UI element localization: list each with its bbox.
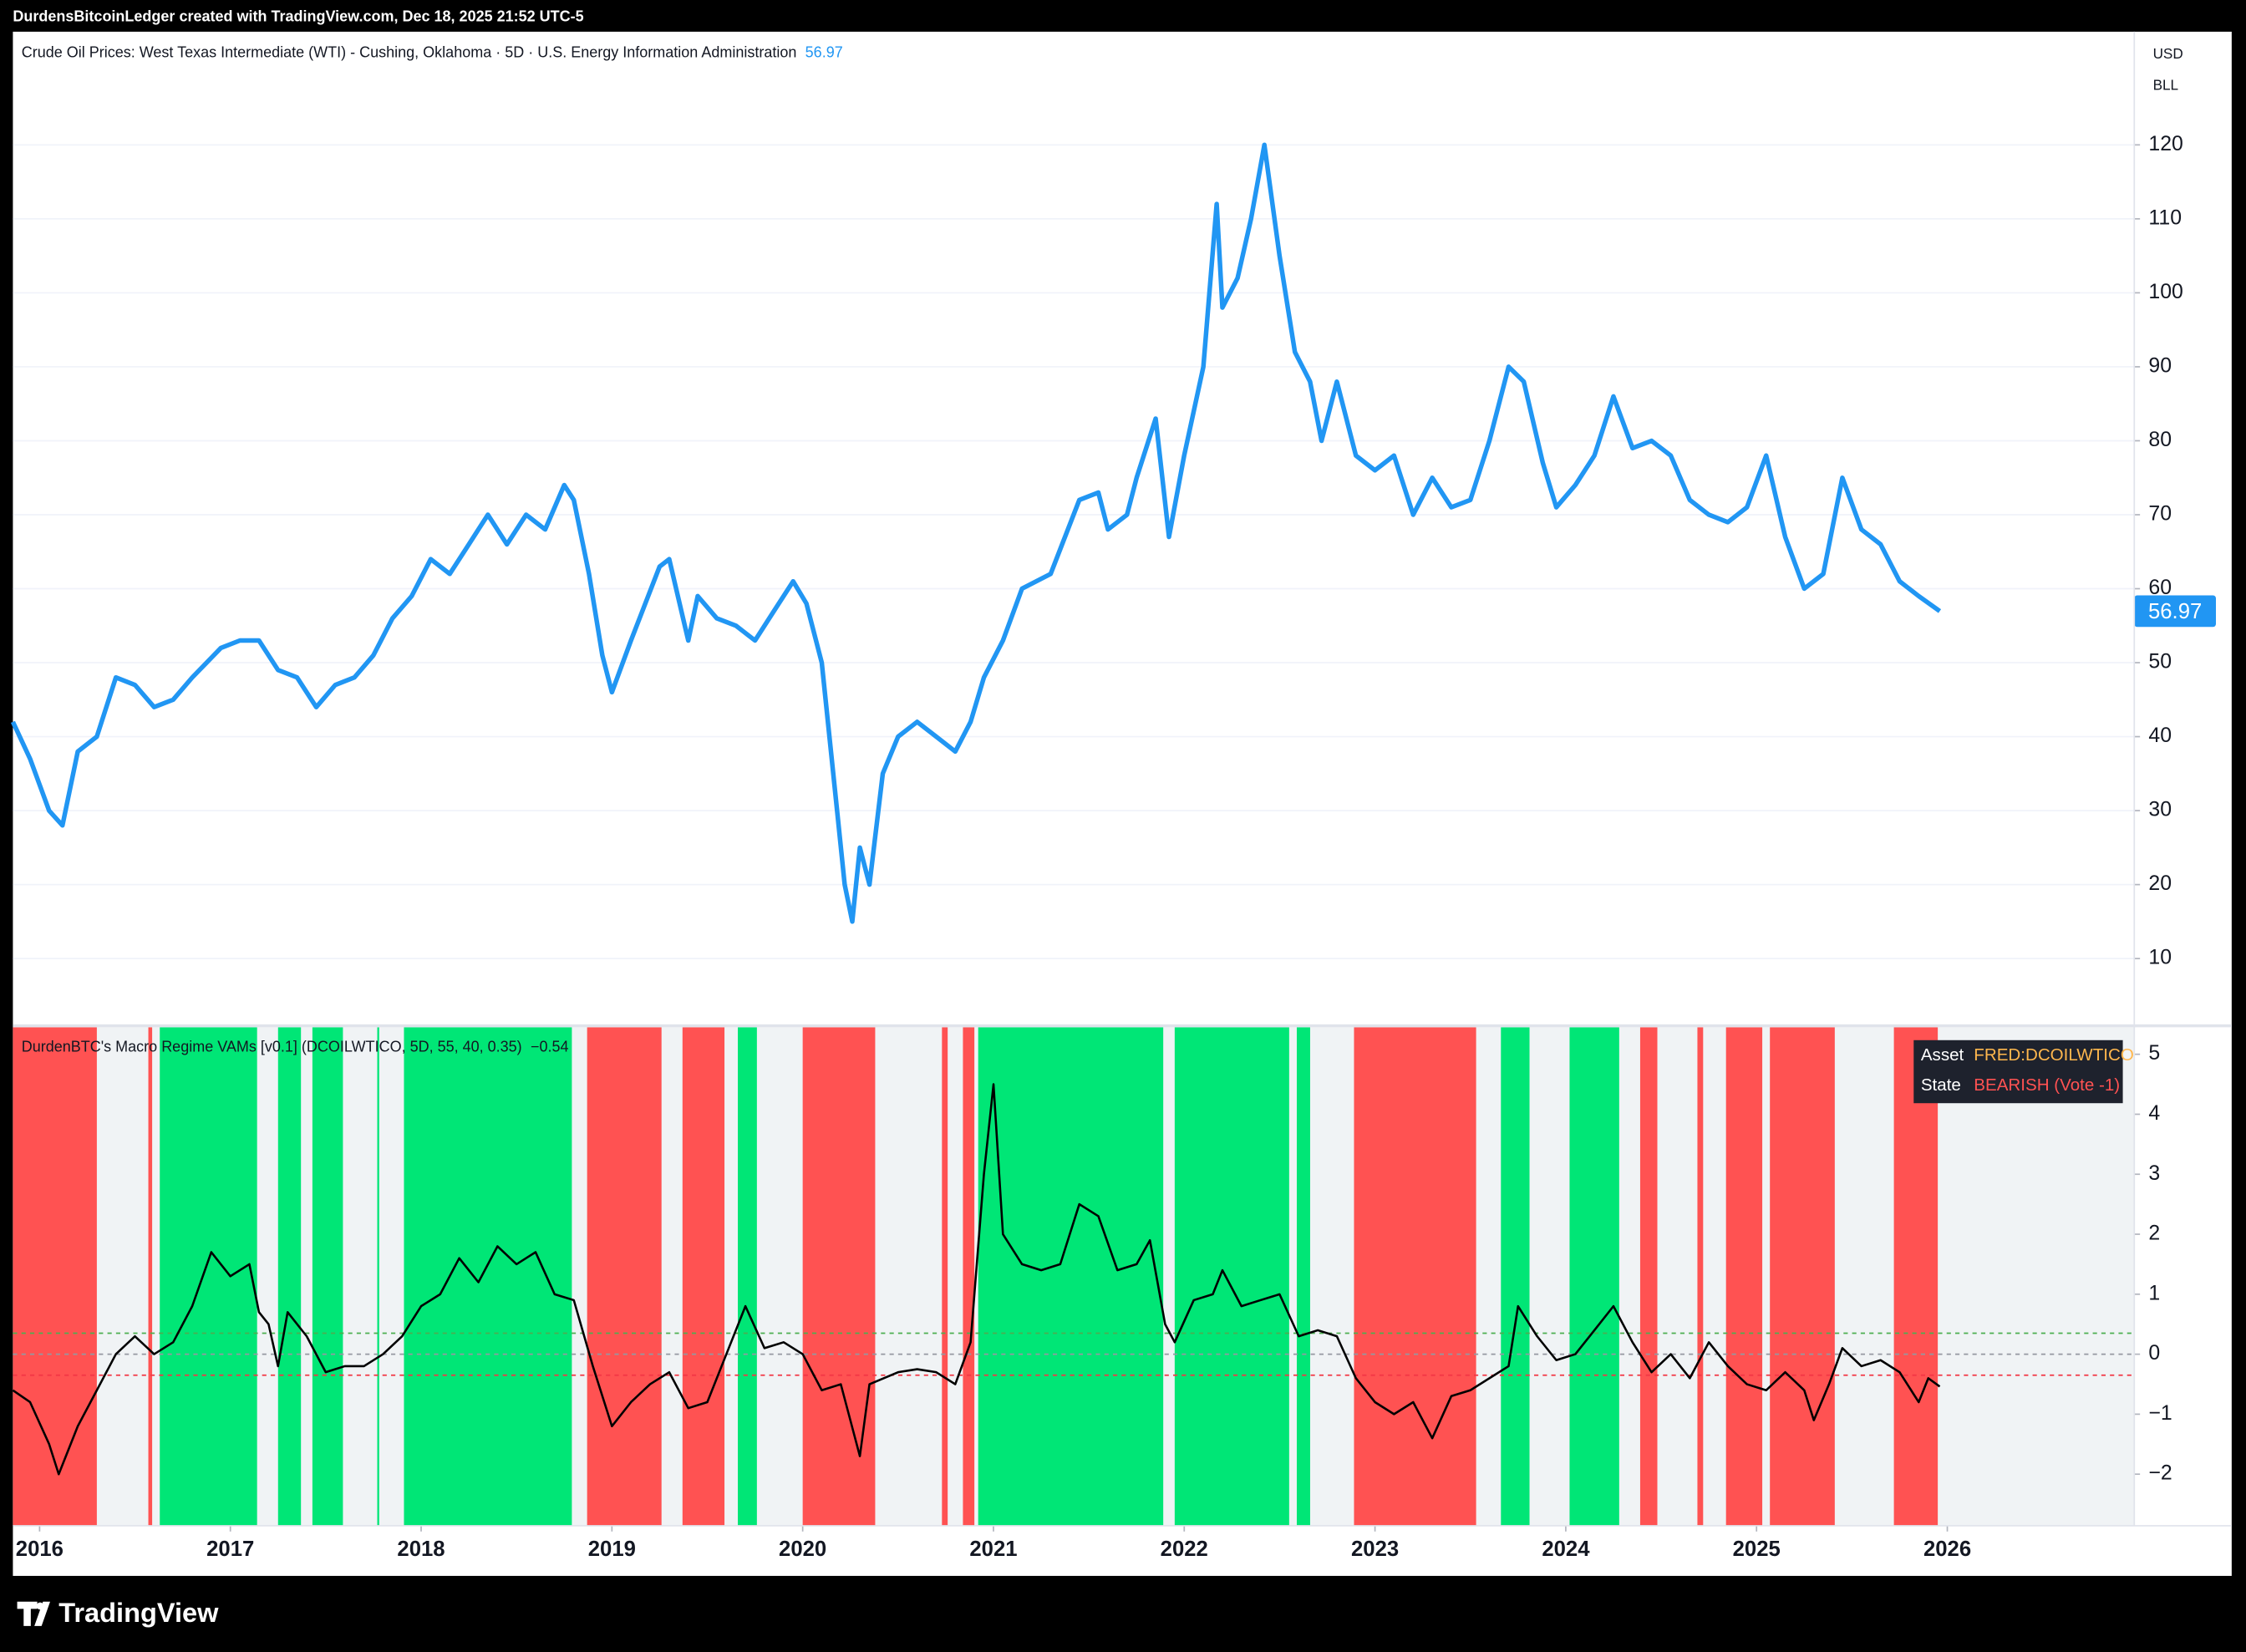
regime-band <box>1354 1027 1476 1526</box>
price-last: 56.97 <box>805 43 843 60</box>
regime-band <box>1770 1027 1835 1526</box>
regime-band <box>1639 1027 1658 1526</box>
regime-band <box>738 1027 757 1526</box>
y-tick-label: 30 <box>2148 799 2172 821</box>
regime-band <box>1174 1027 1289 1526</box>
x-tick-label: 2024 <box>1542 1538 1590 1561</box>
x-tick-label: 2023 <box>1351 1538 1399 1561</box>
regime-band <box>404 1027 572 1526</box>
y-tick-label: −2 <box>2148 1462 2172 1485</box>
regime-band <box>1697 1027 1704 1526</box>
credit: DurdensBitcoinLedger created with Tradin… <box>13 8 583 25</box>
indicator-title: DurdenBTC's Macro Regime VAMs [v0.1] (DC… <box>22 1038 522 1055</box>
regime-band <box>942 1027 948 1526</box>
y-tick-label: 80 <box>2148 429 2172 451</box>
y-tick-label: 50 <box>2148 651 2172 674</box>
regime-band <box>312 1027 343 1526</box>
y-tick-label: 10 <box>2148 947 2172 969</box>
info-table: Asset FRED:DCOILWTICO State BEARISH (Vot… <box>1913 1039 2134 1104</box>
unit: BLL <box>2153 77 2178 94</box>
y-tick-label: 70 <box>2148 503 2172 526</box>
regime-band <box>160 1027 257 1526</box>
regime-band <box>1725 1027 1763 1526</box>
price-legend: Crude Oil Prices: West Texas Intermediat… <box>22 43 843 60</box>
regime-band <box>1296 1027 1310 1526</box>
regime-band <box>148 1027 153 1526</box>
y-tick-label: 2 <box>2148 1222 2160 1245</box>
y-tick-label: 40 <box>2148 724 2172 747</box>
x-tick-label: 2016 <box>16 1538 64 1561</box>
y-tick-label: 3 <box>2148 1162 2160 1185</box>
y-tick-label: 4 <box>2148 1102 2160 1125</box>
regime-band <box>377 1027 379 1526</box>
y-tick-label: 120 <box>2148 133 2182 155</box>
indicator-last: −0.54 <box>531 1038 569 1055</box>
series-line <box>12 1083 1941 1476</box>
y-tick-label: 20 <box>2148 872 2172 895</box>
x-tick-label: 2021 <box>969 1538 1017 1561</box>
chart-layer: 10203040506070809010011012056.97−2−10123… <box>10 133 2216 1561</box>
regime-band <box>682 1027 725 1526</box>
logo-dot <box>36 1602 44 1610</box>
info-key: Asset <box>1921 1045 1964 1065</box>
regime-band <box>587 1027 662 1526</box>
regime-band <box>802 1027 876 1526</box>
series-line <box>10 142 1942 924</box>
y-tick-label: 0 <box>2148 1342 2160 1365</box>
y-tick-label: −1 <box>2148 1402 2172 1425</box>
info-value: FRED:DCOILWTICO <box>1974 1045 2134 1065</box>
currency: USD <box>2153 45 2183 62</box>
last-price-label: 56.97 <box>2148 600 2202 623</box>
brand: TradingView <box>17 1598 219 1628</box>
last-price-box <box>2134 595 2216 628</box>
y-tick-label: 90 <box>2148 355 2172 378</box>
regime-band <box>1501 1027 1530 1526</box>
x-tick-label: 2017 <box>206 1538 254 1561</box>
x-tick-label: 2020 <box>779 1538 826 1561</box>
regime-band <box>1569 1027 1619 1526</box>
x-tick-label: 2022 <box>1161 1538 1208 1561</box>
regime-band <box>963 1027 975 1526</box>
x-tick-label: 2019 <box>588 1538 636 1561</box>
regime-band <box>978 1027 1164 1526</box>
regime-band <box>1893 1027 1939 1526</box>
info-table-bg <box>1913 1039 2123 1104</box>
y-tick-label: 1 <box>2148 1282 2160 1304</box>
regime-band <box>277 1027 302 1526</box>
x-tick-label: 2026 <box>1923 1538 1971 1561</box>
x-tick-label: 2018 <box>397 1538 445 1561</box>
regime-band <box>13 1027 97 1526</box>
x-tick-label: 2025 <box>1733 1538 1781 1561</box>
indicator-legend: DurdenBTC's Macro Regime VAMs [v0.1] (DC… <box>22 1038 569 1055</box>
y-tick-label: 110 <box>2148 206 2182 229</box>
brand-name: TradingView <box>58 1598 219 1628</box>
y-tick-label: 5 <box>2148 1042 2160 1065</box>
info-value: BEARISH (Vote -1) <box>1974 1075 2120 1095</box>
info-key: State <box>1921 1075 1961 1095</box>
price-title: Crude Oil Prices: West Texas Intermediat… <box>22 43 797 60</box>
y-tick-label: 100 <box>2148 281 2182 303</box>
